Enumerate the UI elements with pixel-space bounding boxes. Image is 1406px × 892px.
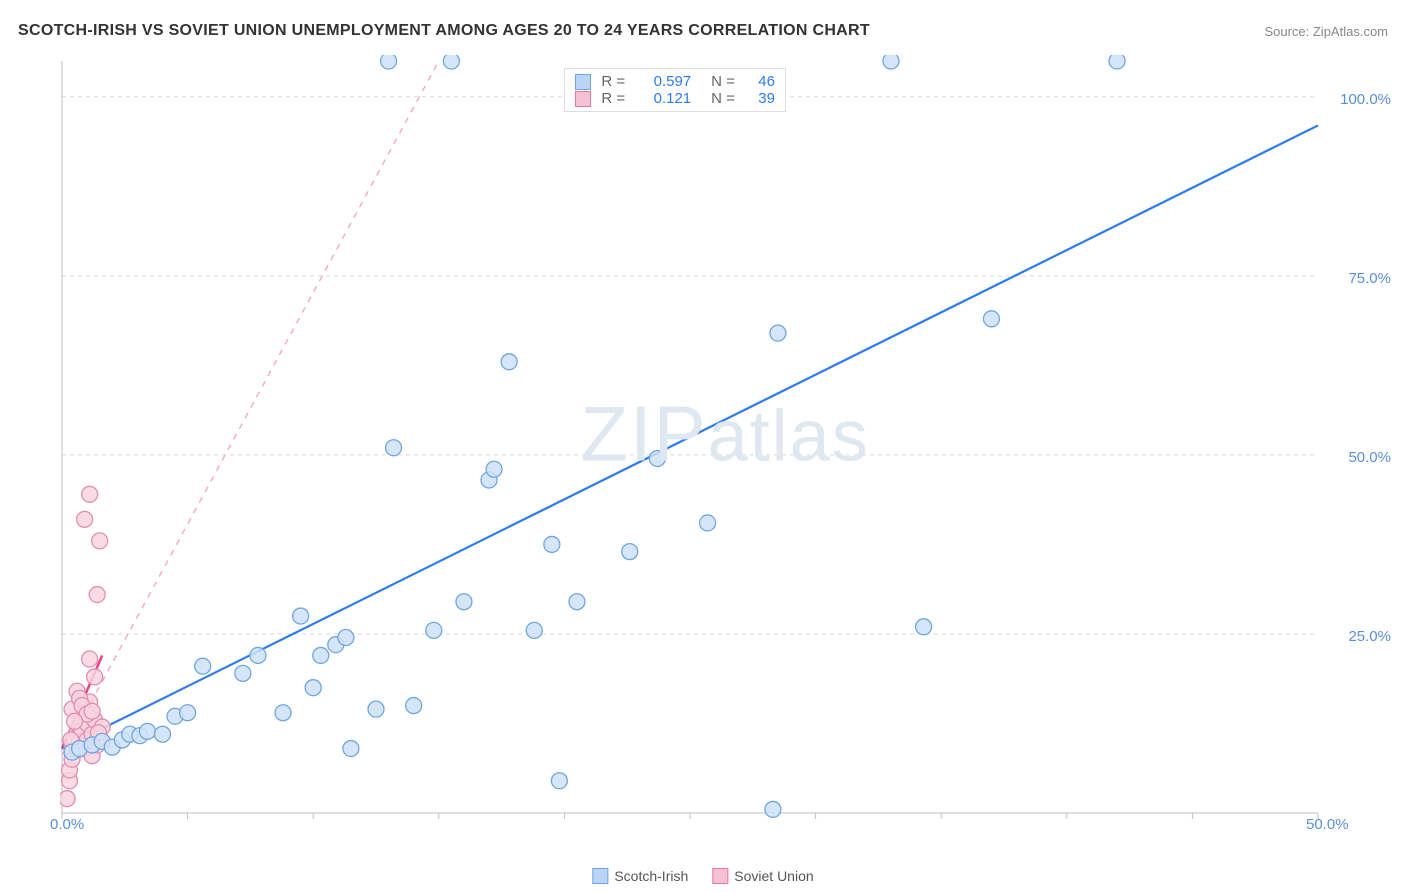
- scatter-chart: [60, 55, 1390, 845]
- y-tick-label: 25.0%: [1348, 628, 1391, 645]
- y-tick-label: 100.0%: [1340, 91, 1391, 108]
- correlation-legend-row: R =0.121N =39: [575, 90, 775, 107]
- source-label: Source: ZipAtlas.com: [1264, 24, 1388, 39]
- legend-label: Scotch-Irish: [614, 868, 688, 884]
- correlation-legend-row: R =0.597N =46: [575, 73, 775, 90]
- series-legend: Scotch-Irish Soviet Union: [592, 868, 813, 884]
- correlation-legend: R =0.597N =46R =0.121N =39: [564, 68, 786, 112]
- x-tick-label: 50.0%: [1306, 816, 1349, 833]
- chart-title: SCOTCH-IRISH VS SOVIET UNION UNEMPLOYMEN…: [18, 22, 870, 40]
- legend-label: Soviet Union: [734, 868, 813, 884]
- x-tick-label: 0.0%: [50, 816, 84, 833]
- y-tick-label: 50.0%: [1348, 449, 1391, 466]
- legend-item-soviet-union: Soviet Union: [712, 868, 813, 884]
- swatch-icon: [592, 868, 608, 884]
- plot-area: ZIPatlas R =0.597N =46R =0.121N =39 25.0…: [60, 55, 1390, 845]
- legend-item-scotch-irish: Scotch-Irish: [592, 868, 688, 884]
- swatch-icon: [712, 868, 728, 884]
- y-tick-label: 75.0%: [1348, 270, 1391, 287]
